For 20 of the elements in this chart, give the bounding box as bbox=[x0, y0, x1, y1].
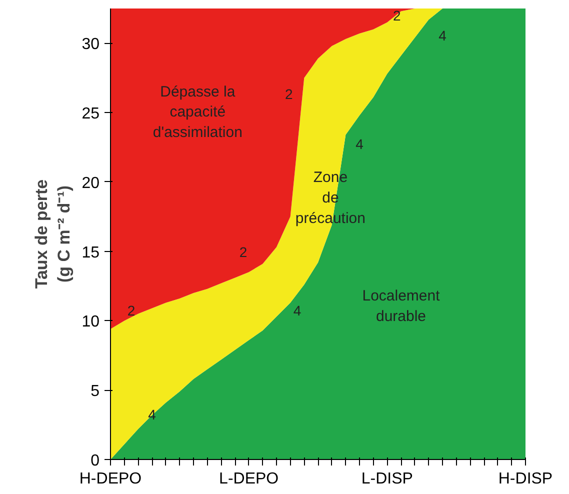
annotation: 2 bbox=[127, 302, 136, 319]
annotation: 2 bbox=[239, 244, 248, 260]
y-tick-label: 0 bbox=[90, 452, 100, 470]
x-tick-label: H-DISP bbox=[498, 470, 553, 488]
y-tick-label: 25 bbox=[82, 106, 100, 123]
y-tick-label: 15 bbox=[82, 244, 100, 262]
y-tick-label: 20 bbox=[82, 174, 100, 192]
annotation: 2 bbox=[285, 86, 294, 102]
annotation: 4 bbox=[293, 302, 302, 319]
x-tick-label: L-DEPO bbox=[219, 470, 279, 488]
y-axis-title: Taux de perte (g C m⁻² d⁻¹) bbox=[32, 179, 74, 289]
y-tick-label: 30 bbox=[82, 36, 100, 54]
annotation: Dépasse la capacité d'assimilation bbox=[152, 83, 242, 142]
annotation: Localement durable bbox=[362, 287, 441, 325]
annotation: 4 bbox=[438, 28, 447, 44]
annotation: 4 bbox=[356, 136, 364, 152]
x-tick-label: L-DISP bbox=[361, 470, 413, 488]
y-tick-label: 10 bbox=[82, 314, 100, 331]
y-tick-label: 5 bbox=[90, 383, 100, 400]
x-tick-label: H-DEPO bbox=[79, 470, 142, 488]
